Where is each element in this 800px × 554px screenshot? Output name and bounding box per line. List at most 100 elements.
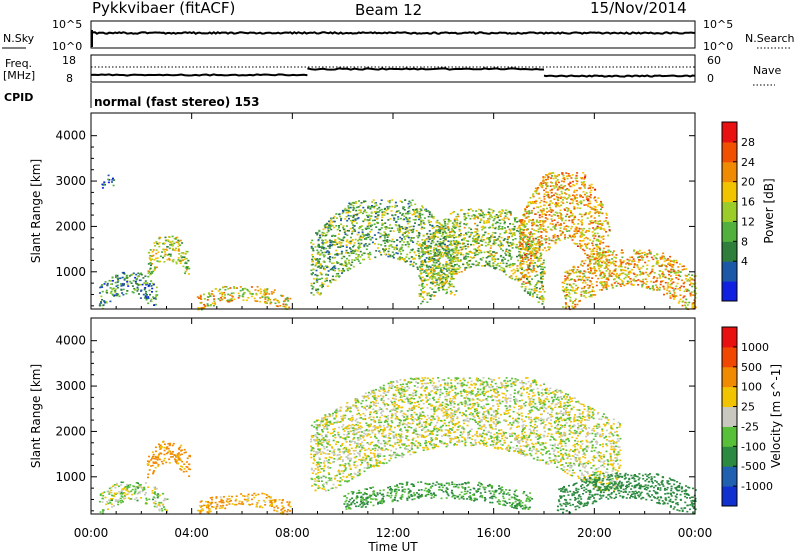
echo-cell: [444, 243, 446, 246]
echo-cell: [586, 256, 589, 259]
echo-cell: [540, 281, 543, 283]
echo-cell: [452, 249, 455, 252]
echo-cell: [541, 184, 544, 187]
echo-cell: [571, 213, 574, 215]
echo-cell: [446, 234, 449, 237]
echo-cell: [524, 274, 527, 276]
echo-cell: [580, 228, 583, 230]
echo-cell: [582, 234, 585, 236]
echo-cell: [418, 257, 421, 260]
echo-cell: [602, 260, 605, 263]
echo-cell: [431, 282, 434, 285]
echo-cell: [662, 273, 665, 276]
colorbar-tick-label: 16: [741, 196, 755, 209]
echo-cell: [436, 251, 439, 253]
echo-cell: [158, 236, 161, 239]
echo-cell: [485, 256, 488, 259]
echo-cell: [455, 236, 457, 238]
echo-cell: [502, 219, 505, 222]
echo-cell: [570, 225, 573, 228]
echo-cell: [318, 229, 321, 232]
echo-cell: [401, 214, 404, 216]
echo-cell: [210, 304, 212, 306]
echo-cell: [429, 245, 432, 248]
echo-cell: [442, 255, 444, 258]
echo-cell: [115, 293, 118, 295]
echo-cell: [184, 451, 187, 454]
echo-cell: [567, 207, 570, 210]
echo-cell: [433, 247, 435, 249]
echo-cell: [288, 306, 291, 309]
echo-cell: [672, 295, 675, 298]
echo-cell: [679, 287, 682, 289]
echo-cell: [585, 198, 588, 200]
echo-cell: [551, 182, 554, 184]
echo-cell: [391, 238, 394, 241]
echo-cell: [151, 282, 154, 285]
echo-cell: [569, 235, 571, 237]
echo-cell: [434, 269, 436, 272]
echo-cell: [319, 284, 322, 287]
echo-cell: [403, 209, 406, 211]
echo-cell: [327, 226, 330, 228]
echo-cell: [535, 244, 538, 246]
echo-cell: [366, 219, 369, 221]
echo-cell: [355, 257, 357, 259]
echo-cell: [542, 249, 545, 251]
echo-cell: [538, 227, 541, 229]
echo-cell: [512, 268, 515, 271]
echo-cell: [426, 247, 429, 249]
echo-cell: [562, 286, 564, 288]
echo-cell: [581, 265, 584, 267]
echo-cell: [284, 306, 287, 308]
echo-cell: [583, 178, 586, 180]
echo-cell: [666, 292, 669, 295]
echo-cell: [590, 215, 593, 217]
echo-cell: [534, 213, 537, 215]
echo-cell: [496, 221, 499, 224]
echo-cell: [458, 228, 461, 231]
echo-cell: [545, 201, 548, 204]
echo-cell: [547, 191, 549, 194]
echo-cell: [285, 298, 288, 301]
echo-cell: [441, 285, 444, 288]
echo-cell: [593, 196, 596, 198]
echo-cell: [605, 212, 608, 215]
echo-cell: [315, 262, 318, 264]
echo-cell: [349, 248, 352, 250]
echo-cell: [310, 245, 313, 248]
echo-cell: [141, 490, 144, 493]
echo-cell: [178, 243, 181, 245]
echo-cell: [181, 256, 184, 258]
echo-cell: [439, 232, 442, 234]
echo-cell: [556, 198, 559, 201]
echo-cell: [401, 201, 403, 203]
echo-cell: [567, 173, 570, 175]
echo-cell: [218, 292, 221, 295]
echo-cell: [340, 219, 342, 222]
echo-cell: [211, 302, 214, 305]
echo-cell: [339, 246, 342, 248]
echo-cell: [207, 296, 210, 298]
echo-cell: [499, 228, 502, 230]
echo-cell: [474, 253, 477, 256]
echo-cell: [671, 287, 674, 289]
echo-cell: [233, 298, 236, 300]
echo-cell: [523, 213, 526, 216]
echo-cell: [563, 178, 566, 181]
echo-cell: [363, 245, 366, 248]
echo-cell: [319, 271, 322, 274]
echo-cell: [175, 237, 178, 239]
echo-cell: [363, 234, 366, 236]
echo-cell: [411, 249, 413, 252]
echo-cell: [601, 281, 604, 283]
echo-cell: [121, 499, 124, 502]
echo-cell: [224, 285, 227, 288]
echo-cell: [580, 202, 583, 205]
echo-cell: [580, 235, 583, 238]
echo-cell: [475, 216, 478, 218]
echo-cell: [603, 274, 606, 276]
echo-cell: [690, 291, 693, 293]
echo-cell: [277, 300, 280, 303]
echo-cell: [246, 288, 249, 291]
